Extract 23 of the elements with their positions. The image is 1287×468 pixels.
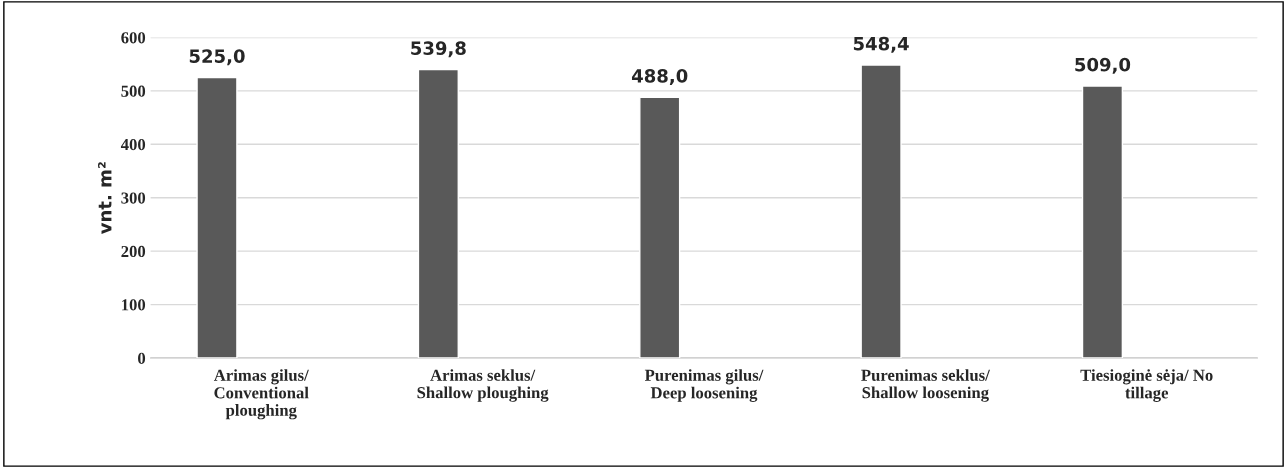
y-tick-label: 0 — [138, 352, 146, 364]
data-label: 509,0 — [1075, 57, 1131, 74]
y-tick-label: 100 — [122, 299, 146, 311]
x-tick-label: Purenimas seklus/ Shallow loosening — [861, 369, 990, 402]
data-label: 548,4 — [853, 36, 909, 53]
data-label: 488,0 — [631, 69, 688, 85]
bar — [196, 76, 238, 359]
data-label: 539,8 — [411, 41, 466, 58]
bar — [417, 68, 459, 359]
y-tick-label: 600 — [121, 32, 146, 44]
x-tick-label: Tiesioginė sėja/ No tillage — [1080, 369, 1213, 402]
bar — [860, 64, 902, 359]
x-tick-label: Arimas gilus/ Conventional ploughing — [213, 369, 309, 420]
y-tick-label: 300 — [121, 192, 146, 204]
x-tick-label: Arimas seklus/ Shallow ploughing — [417, 369, 549, 402]
x-tick-label: Purenimas gilus/ Deep loosening — [644, 369, 764, 402]
bar — [639, 96, 681, 359]
y-tick-label: 200 — [121, 245, 146, 258]
y-tick-label: 500 — [121, 85, 146, 97]
data-label: 525,0 — [189, 49, 245, 66]
y-axis-title: vnt. m² — [98, 162, 112, 235]
bar — [1081, 85, 1124, 359]
y-tick-label: 400 — [120, 139, 146, 151]
